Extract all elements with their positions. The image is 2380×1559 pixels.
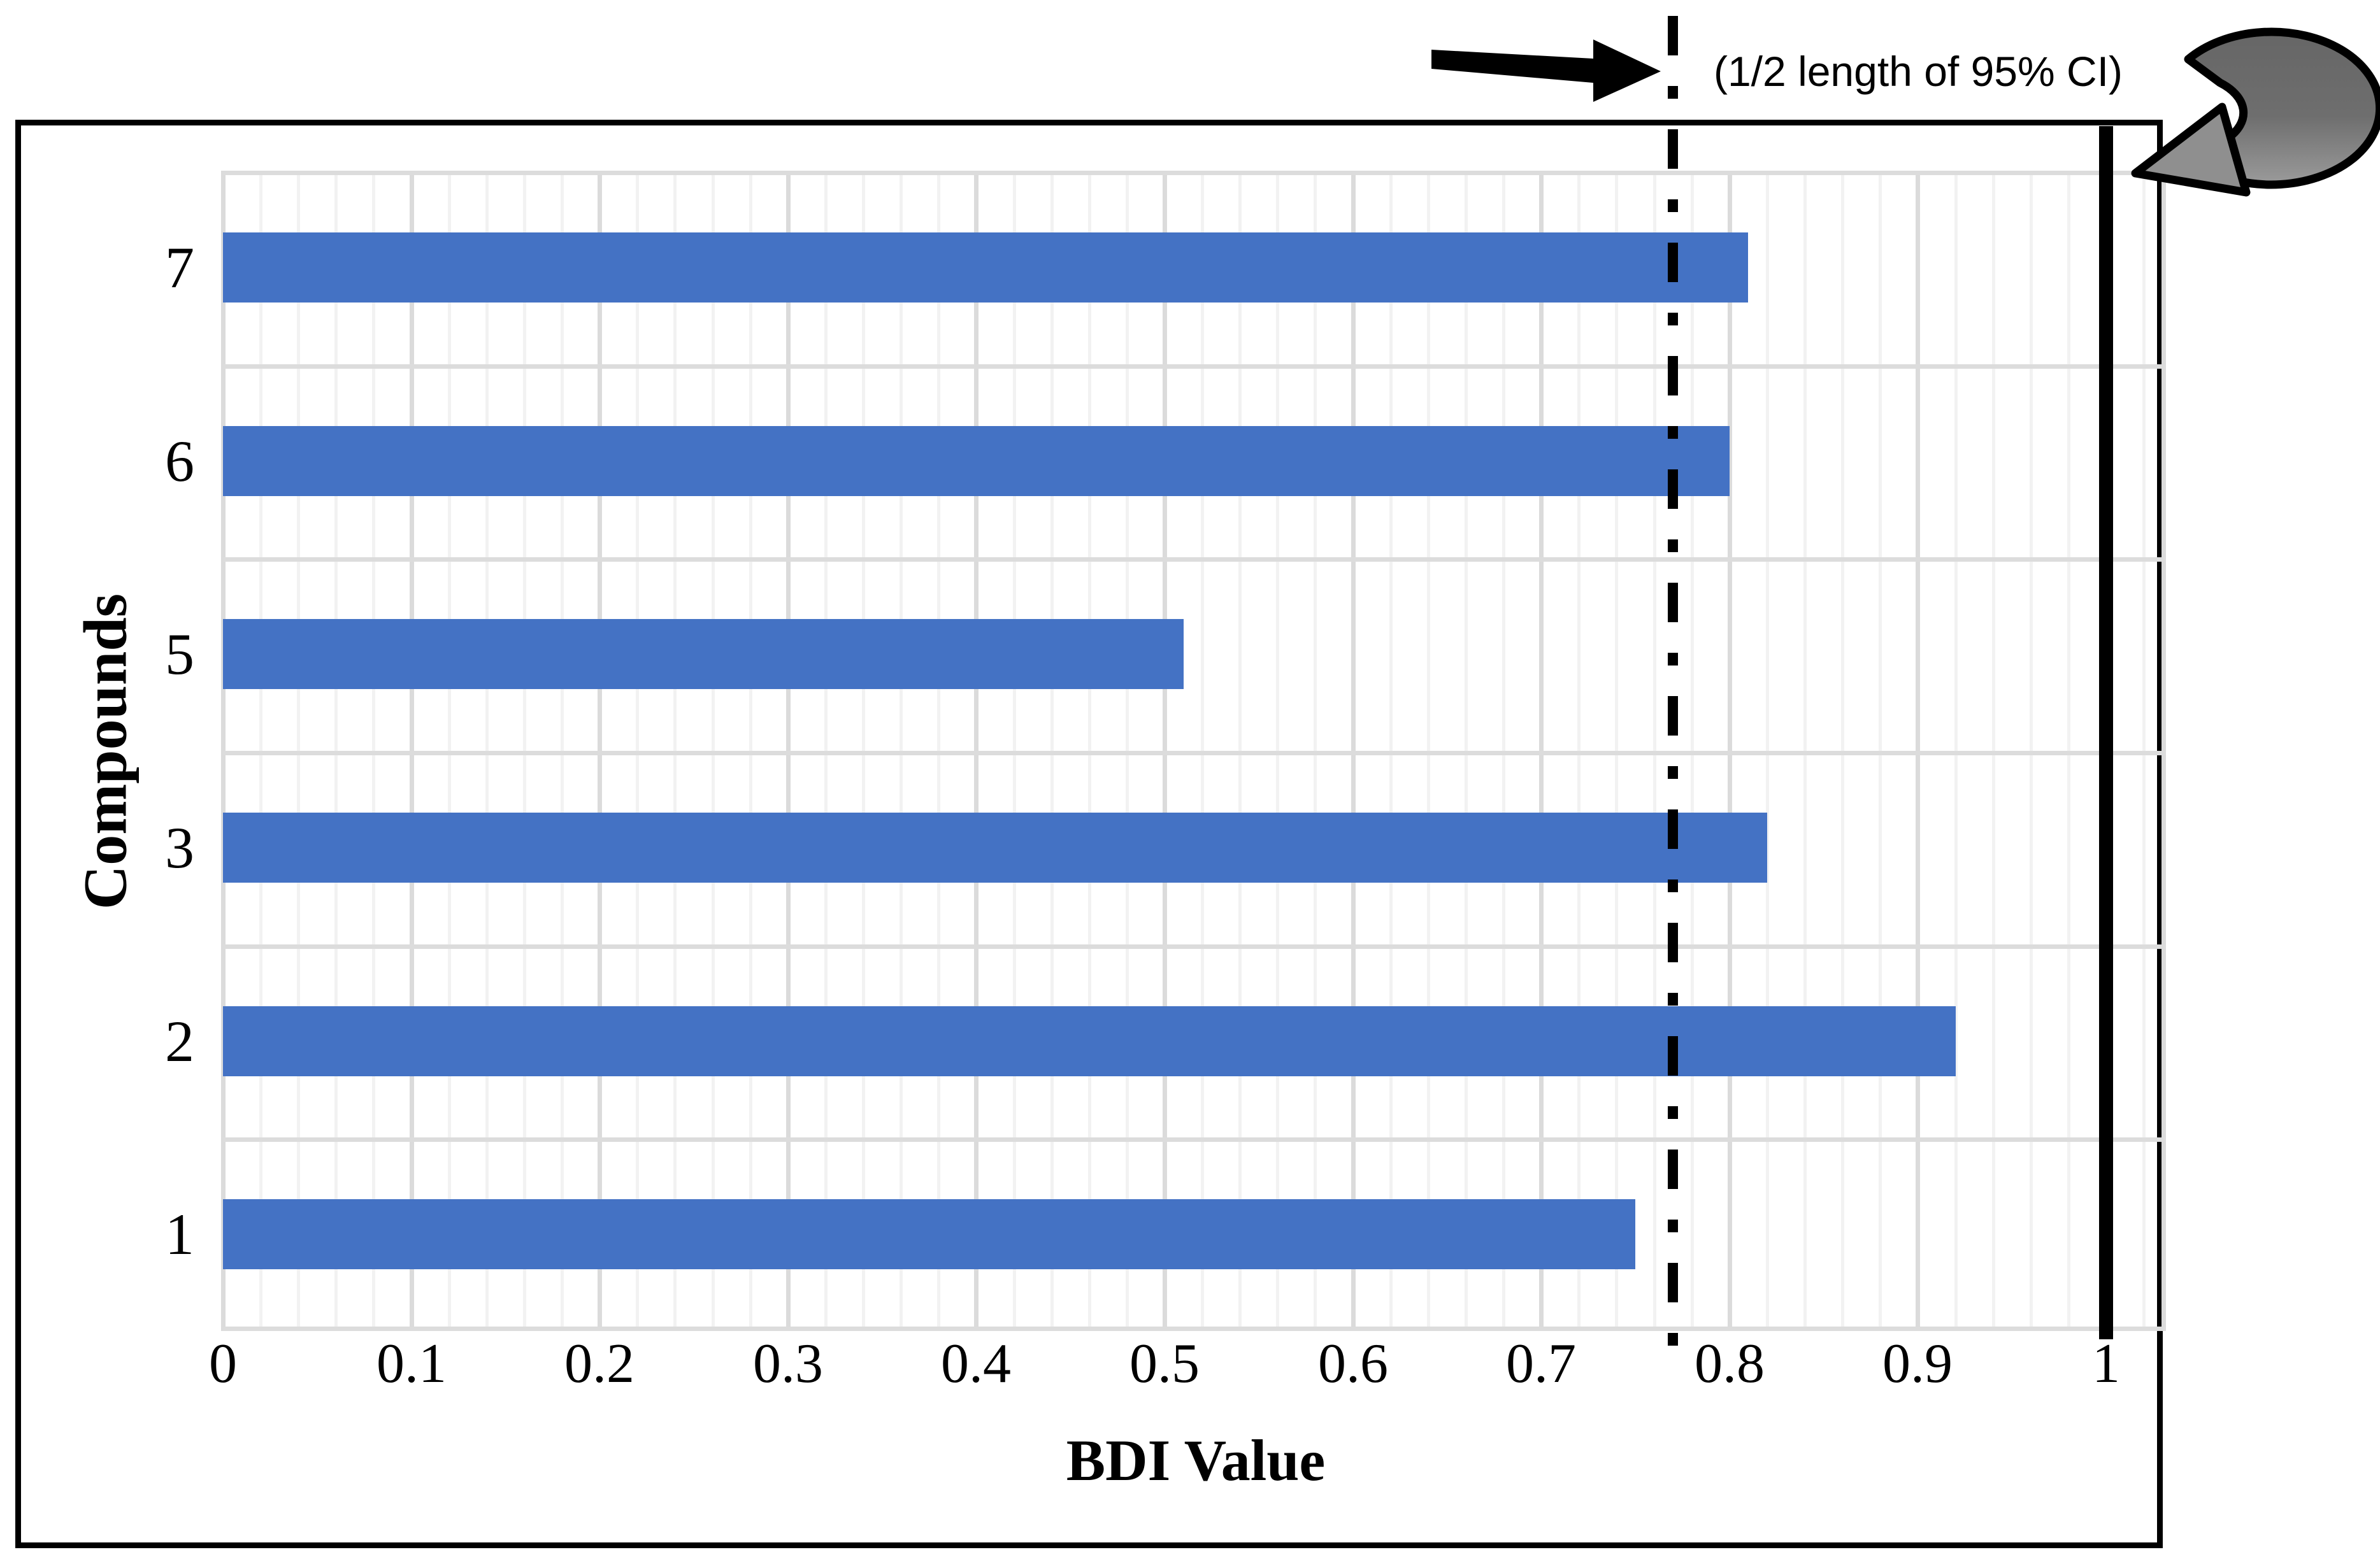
bar-compound-7 bbox=[223, 232, 1748, 303]
x-tick-label: 0.1 bbox=[376, 1333, 447, 1395]
x-tick-label: 0.8 bbox=[1695, 1333, 1765, 1395]
y-axis-title: Compounds bbox=[71, 593, 140, 910]
bar-compound-3 bbox=[223, 813, 1767, 883]
x-tick-label: 0.7 bbox=[1506, 1333, 1576, 1395]
figure-border bbox=[15, 120, 2163, 1548]
x-axis-title: BDI Value bbox=[1066, 1428, 1326, 1493]
row-gridline bbox=[223, 364, 2166, 369]
bar-compound-2 bbox=[223, 1006, 1956, 1076]
bar-compound-5 bbox=[223, 619, 1184, 689]
arrow-right-icon bbox=[1431, 39, 1661, 102]
x-tick-label: 0.5 bbox=[1129, 1333, 1200, 1395]
row-gridline bbox=[223, 1137, 2166, 1142]
x-tick-label: 1 bbox=[2092, 1333, 2120, 1395]
bar-compound-6 bbox=[223, 426, 1730, 496]
curved-arrow-icon bbox=[2131, 27, 2380, 197]
x-tick-label: 0.6 bbox=[1318, 1333, 1388, 1395]
y-tick-label: 6 bbox=[165, 429, 194, 494]
row-gridline bbox=[223, 557, 2166, 562]
row-gridline bbox=[223, 1327, 2166, 1331]
annotation-label: (1/2 length of 95% CI) bbox=[1714, 48, 2123, 95]
x-tick-label: 0.2 bbox=[564, 1333, 634, 1395]
y-tick-label: 1 bbox=[165, 1202, 194, 1267]
x-tick-label: 0.3 bbox=[753, 1333, 823, 1395]
x-tick-label: 0.9 bbox=[1882, 1333, 1953, 1395]
x-tick-label: 0 bbox=[209, 1333, 237, 1395]
bar-compound-1 bbox=[223, 1199, 1635, 1269]
dashed-reference-line bbox=[1668, 16, 1678, 1348]
y-tick-label: 7 bbox=[165, 235, 194, 300]
row-gridline bbox=[223, 751, 2166, 755]
y-tick-label: 3 bbox=[165, 815, 194, 880]
y-tick-label: 2 bbox=[165, 1009, 194, 1074]
y-tick-label: 5 bbox=[165, 622, 194, 687]
solid-reference-line bbox=[2099, 126, 2113, 1339]
x-tick-label: 0.4 bbox=[941, 1333, 1011, 1395]
row-gridline bbox=[223, 171, 2166, 175]
row-gridline bbox=[223, 944, 2166, 949]
plot-area bbox=[221, 171, 2166, 1331]
